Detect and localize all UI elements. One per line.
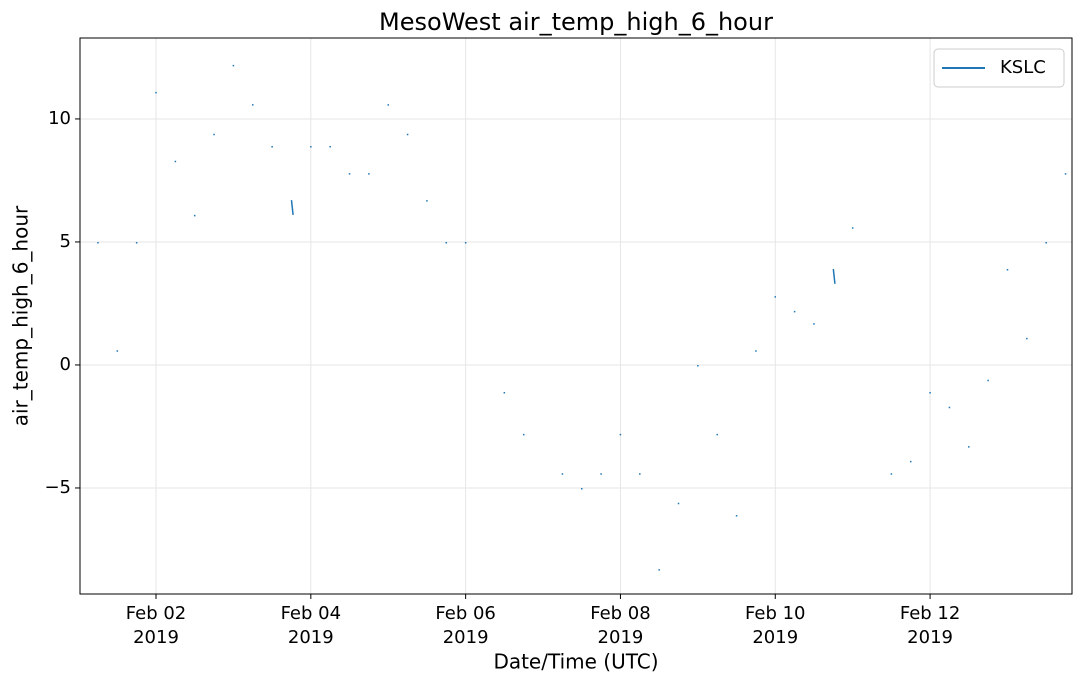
y-tick-label: 0 [60, 354, 71, 375]
x-tick-label-line: Feb 06 [435, 603, 496, 624]
x-tick-label-line: 2019 [752, 627, 798, 648]
line-series [97, 64, 1067, 571]
legend-box [933, 48, 1065, 88]
x-tick-label: Feb 06 2019 [435, 603, 496, 648]
x-tick-label-line: Feb 04 [281, 603, 342, 624]
x-tick-label-line: Feb 08 [590, 603, 651, 624]
x-axis-label: Date/Time (UTC) [493, 650, 658, 674]
x-tick-label-line: Feb 10 [745, 603, 806, 624]
plot-frame [79, 37, 1073, 595]
chart-title: MesoWest air_temp_high_6_hour [379, 8, 773, 36]
x-tick-label-line: 2019 [443, 627, 489, 648]
x-tick-label-line: 2019 [133, 627, 179, 648]
y-axis-label: air_temp_high_6_hour [9, 205, 33, 426]
x-tick-label-line: 2019 [598, 627, 644, 648]
x-tick-label-line: Feb 12 [900, 603, 961, 624]
y-tick-label: 5 [60, 231, 71, 252]
x-tick-label: Feb 04 2019 [281, 603, 342, 648]
x-tick-label: Feb 08 2019 [590, 603, 651, 648]
y-tick-label: 10 [48, 108, 71, 129]
y-tick-label: −5 [44, 477, 71, 498]
legend-label: KSLC [1000, 57, 1046, 78]
x-tick-label: Feb 12 2019 [900, 603, 961, 648]
x-tick-label-line: Feb 02 [126, 603, 187, 624]
x-tick-label: Feb 10 2019 [745, 603, 806, 648]
x-tick-label-line: 2019 [907, 627, 953, 648]
x-tick-label: Feb 02 2019 [126, 603, 187, 648]
x-tick-label-line: 2019 [288, 627, 334, 648]
